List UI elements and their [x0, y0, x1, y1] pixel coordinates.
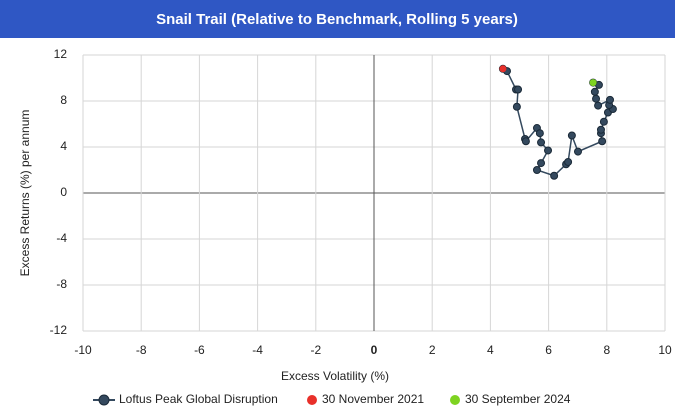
legend-label: Loftus Peak Global Disruption [119, 392, 278, 406]
trail-point [567, 131, 576, 140]
x-tick-label: -8 [136, 343, 147, 357]
trail-point [599, 117, 608, 126]
y-tick-label: -8 [56, 277, 67, 291]
trail-point [598, 137, 607, 146]
legend-marker [98, 394, 110, 406]
x-tick-label: 2 [429, 343, 436, 357]
trail-point [550, 171, 559, 180]
trail-point [514, 85, 523, 94]
y-tick-label: 12 [54, 47, 68, 61]
trail-point [512, 102, 521, 111]
trail-point [564, 157, 573, 166]
trail-point [606, 95, 615, 104]
y-tick-label: 8 [60, 93, 67, 107]
legend-label: 30 September 2024 [465, 392, 571, 406]
chart-title: Snail Trail (Relative to Benchmark, Roll… [156, 11, 518, 28]
x-tick-label: -10 [74, 343, 92, 357]
x-tick-label: -6 [194, 343, 205, 357]
legend-label: 30 November 2021 [322, 392, 424, 406]
trail-point [573, 147, 582, 156]
y-tick-label: 0 [60, 185, 67, 199]
y-tick-label: -4 [56, 231, 67, 245]
x-tick-label: -4 [252, 343, 263, 357]
trail-point [544, 146, 553, 155]
x-tick-label: 6 [545, 343, 552, 357]
trail-point [592, 94, 601, 103]
trail-point [537, 159, 546, 168]
end-point [499, 65, 507, 73]
trail-point [537, 138, 546, 147]
y-tick-label: 4 [60, 139, 67, 153]
x-tick-label: 10 [658, 343, 672, 357]
x-tick-label: 8 [603, 343, 610, 357]
x-tick-label: 4 [487, 343, 494, 357]
legend-marker [307, 395, 317, 405]
legend-marker [450, 395, 460, 405]
x-tick-label: -2 [310, 343, 321, 357]
trail-point [594, 101, 603, 110]
trail-point [521, 137, 530, 146]
trail-point [596, 125, 605, 134]
title-bar [0, 0, 675, 38]
x-tick-label: 0 [371, 343, 378, 357]
x-axis-label: Excess Volatility (%) [281, 369, 389, 383]
trail-point [532, 166, 541, 174]
end-point [589, 79, 597, 87]
y-axis-label: Excess Returns (%) per annum [18, 110, 32, 277]
trail-point [590, 87, 599, 96]
trail-point [535, 129, 544, 138]
y-tick-label: -12 [50, 323, 68, 337]
